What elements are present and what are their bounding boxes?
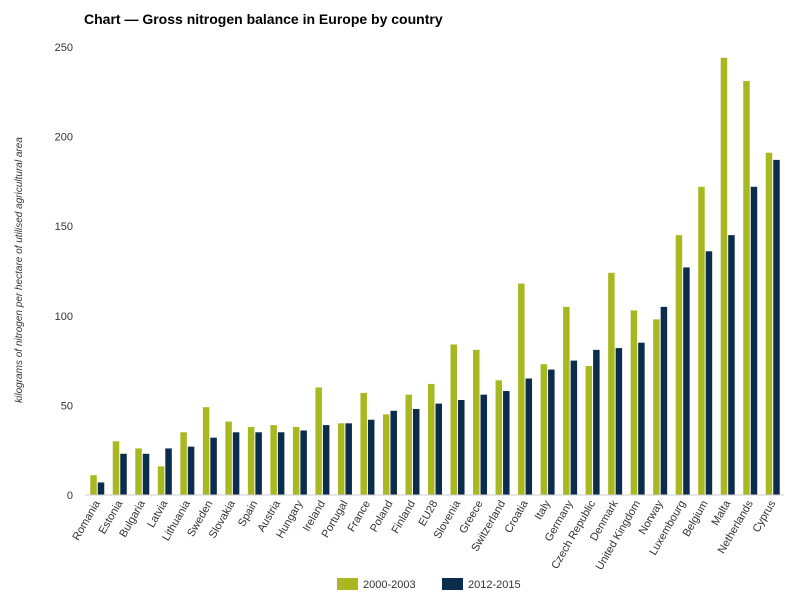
- y-tick-label: 0: [67, 490, 73, 502]
- bar-2012-2015-italy[interactable]: [548, 369, 555, 495]
- bar-2012-2015-eu28[interactable]: [435, 403, 443, 495]
- bar-2012-2015-bulgaria[interactable]: [142, 453, 150, 495]
- bar-2000-2003-romania[interactable]: [90, 475, 97, 495]
- bar-2000-2003-cyprus[interactable]: [765, 152, 773, 496]
- bar-2012-2015-hungary[interactable]: [300, 430, 307, 495]
- bar-2012-2015-malta[interactable]: [728, 235, 735, 495]
- y-axis-label: kilograms of nitrogen per hectare of uti…: [14, 137, 25, 403]
- bars-group: [90, 57, 780, 496]
- bar-2000-2003-malta[interactable]: [720, 57, 728, 495]
- bar-2012-2015-slovakia[interactable]: [232, 432, 240, 495]
- bar-2012-2015-finland[interactable]: [412, 408, 420, 495]
- bar-2012-2015-slovenia[interactable]: [458, 400, 465, 495]
- bar-2000-2003-sweden[interactable]: [202, 407, 210, 495]
- bar-2012-2015-estonia[interactable]: [120, 453, 127, 495]
- bar-2012-2015-norway[interactable]: [660, 306, 668, 495]
- bar-2012-2015-latvia[interactable]: [165, 448, 172, 495]
- bar-2012-2015-france[interactable]: [367, 419, 375, 495]
- bar-2000-2003-finland[interactable]: [405, 394, 412, 495]
- bar-2012-2015-greece[interactable]: [480, 394, 488, 495]
- bar-2012-2015-sweden[interactable]: [210, 437, 217, 495]
- bar-2000-2003-austria[interactable]: [270, 425, 277, 495]
- bar-2000-2003-united-kingdom[interactable]: [630, 310, 638, 495]
- bar-2000-2003-denmark[interactable]: [608, 272, 615, 495]
- bar-2012-2015-germany[interactable]: [570, 360, 578, 495]
- x-tick-label: Cyprus: [751, 498, 779, 535]
- bar-2012-2015-belgium[interactable]: [705, 251, 713, 495]
- y-tick-label: 150: [55, 221, 73, 233]
- bar-2000-2003-germany[interactable]: [563, 306, 570, 495]
- bar-2000-2003-netherlands[interactable]: [743, 81, 750, 496]
- bar-2000-2003-portugal[interactable]: [337, 423, 345, 495]
- y-tick-label: 100: [55, 311, 73, 323]
- legend[interactable]: 2000-2003 2012-2015: [337, 578, 521, 591]
- bar-2000-2003-eu28[interactable]: [428, 383, 435, 495]
- legend-label[interactable]: 2000-2003: [363, 579, 416, 591]
- bar-2012-2015-cyprus[interactable]: [773, 159, 780, 495]
- bar-2012-2015-lithuania[interactable]: [187, 446, 195, 495]
- legend-label[interactable]: 2012-2015: [468, 579, 521, 591]
- bar-2012-2015-portugal[interactable]: [345, 423, 352, 495]
- bar-2012-2015-united-kingdom[interactable]: [638, 342, 645, 495]
- bar-2000-2003-slovenia[interactable]: [450, 344, 458, 495]
- bar-2000-2003-italy[interactable]: [540, 364, 548, 495]
- chart-title: Chart — Gross nitrogen balance in Europe…: [84, 11, 443, 27]
- bar-2000-2003-greece[interactable]: [473, 349, 480, 495]
- bar-2000-2003-croatia[interactable]: [518, 283, 525, 495]
- bar-2012-2015-denmark[interactable]: [615, 348, 623, 495]
- bar-2000-2003-lithuania[interactable]: [180, 432, 187, 495]
- bar-2012-2015-croatia[interactable]: [525, 378, 533, 495]
- legend-swatch[interactable]: [337, 578, 358, 590]
- bar-2000-2003-luxembourg[interactable]: [675, 235, 683, 495]
- y-tick-label: 200: [55, 132, 73, 144]
- x-tick-label: Italy: [533, 498, 554, 522]
- bar-2012-2015-poland[interactable]: [390, 410, 397, 495]
- bar-2000-2003-ireland[interactable]: [315, 387, 322, 495]
- legend-swatch[interactable]: [442, 578, 463, 590]
- bar-2000-2003-poland[interactable]: [382, 414, 390, 495]
- bar-2000-2003-bulgaria[interactable]: [135, 448, 142, 495]
- y-tick-label: 250: [55, 42, 73, 54]
- bar-2000-2003-latvia[interactable]: [157, 466, 165, 495]
- bar-2000-2003-slovakia[interactable]: [225, 421, 232, 495]
- bar-2000-2003-belgium[interactable]: [698, 186, 705, 495]
- bar-2012-2015-netherlands[interactable]: [750, 186, 758, 495]
- bar-2000-2003-spain[interactable]: [247, 426, 255, 495]
- bar-2000-2003-hungary[interactable]: [292, 426, 300, 495]
- bar-2012-2015-romania[interactable]: [97, 482, 105, 495]
- bar-2000-2003-czech-republic[interactable]: [585, 365, 593, 495]
- bar-2012-2015-switzerland[interactable]: [503, 391, 510, 495]
- x-tick-label: Croatia: [503, 498, 532, 535]
- x-axis-labels: RomaniaEstoniaBulgariaLatviaLithuaniaSwe…: [70, 498, 778, 573]
- y-axis: 0 50 100 150 200 250: [55, 42, 73, 502]
- bar-2000-2003-norway[interactable]: [653, 319, 660, 495]
- bar-2012-2015-austria[interactable]: [277, 432, 285, 495]
- bar-2012-2015-luxembourg[interactable]: [683, 267, 690, 495]
- bar-2000-2003-switzerland[interactable]: [495, 380, 503, 495]
- bar-2012-2015-ireland[interactable]: [322, 425, 330, 495]
- bar-2012-2015-spain[interactable]: [255, 432, 262, 495]
- x-tick-label: Romania: [70, 498, 103, 543]
- bar-2012-2015-czech-republic[interactable]: [593, 349, 600, 495]
- bar-2000-2003-france[interactable]: [360, 392, 367, 495]
- y-tick-label: 50: [61, 400, 73, 412]
- bar-2000-2003-estonia[interactable]: [112, 441, 120, 495]
